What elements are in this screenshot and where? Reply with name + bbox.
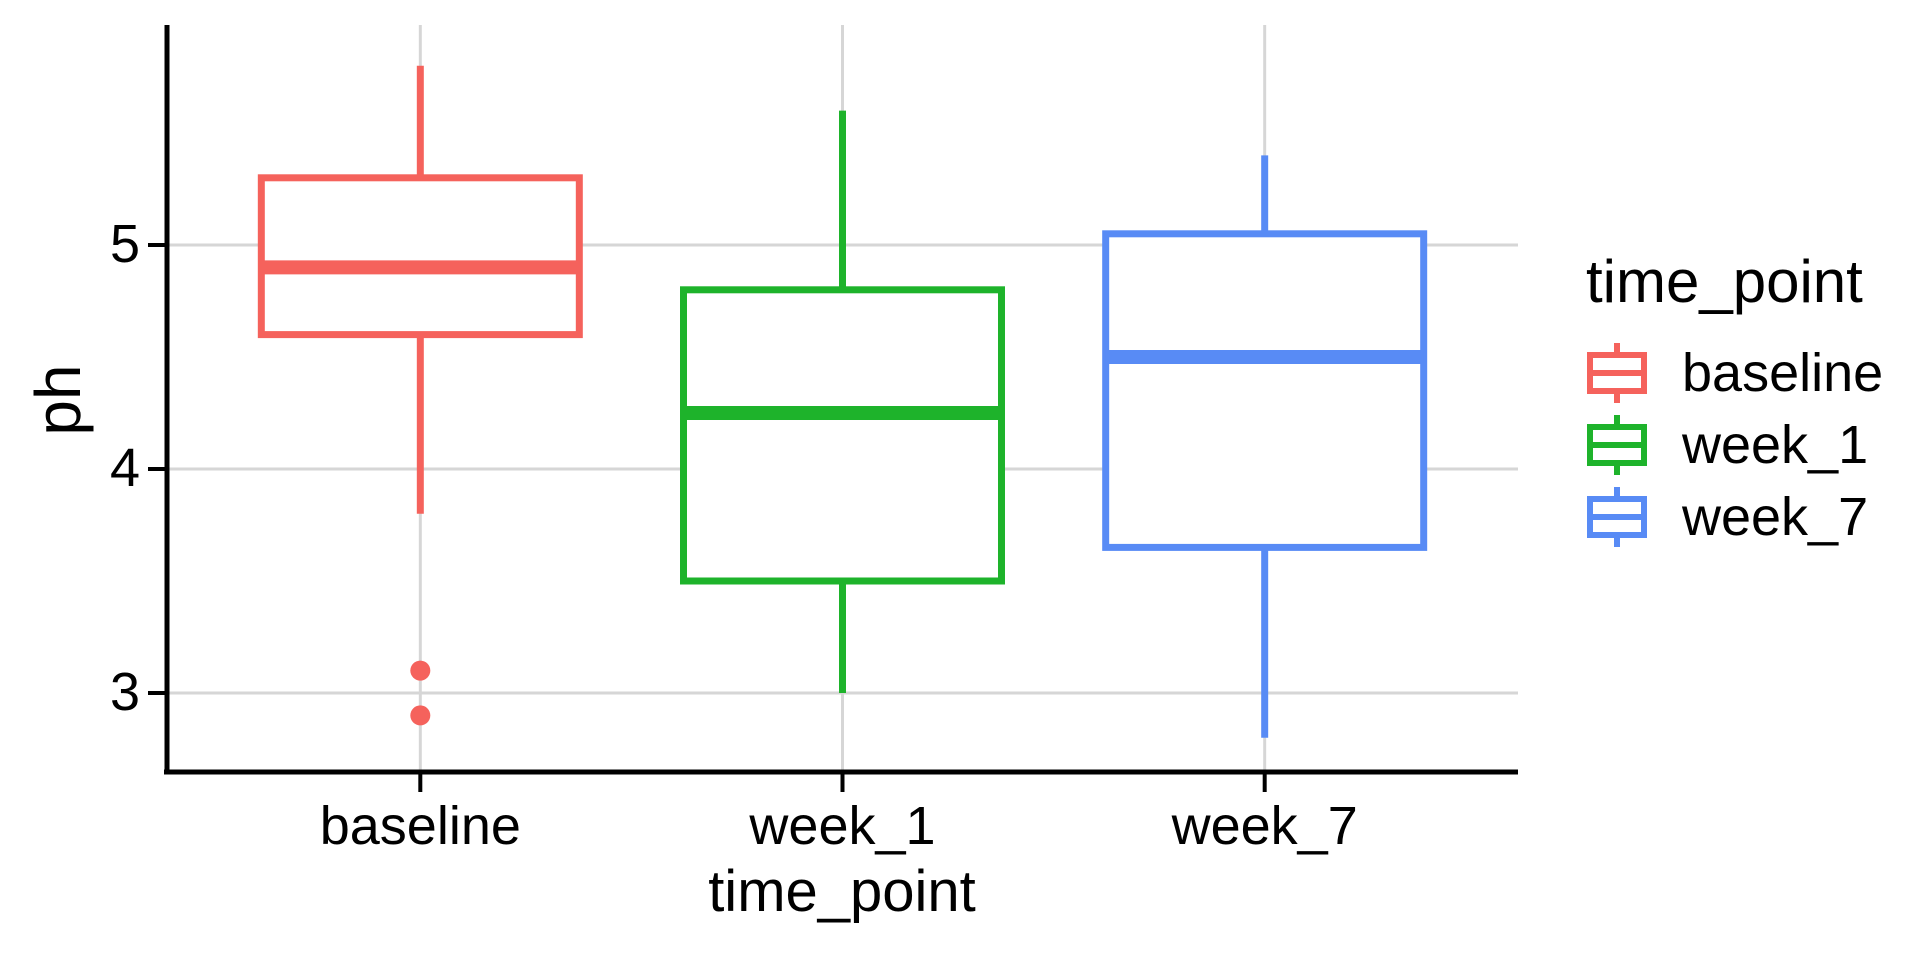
legend-title: time_point bbox=[1586, 248, 1863, 315]
x-axis-title: time_point bbox=[708, 859, 976, 924]
y-tick-label-3: 3 bbox=[109, 662, 140, 722]
legend-item-baseline: baseline bbox=[1586, 340, 1883, 406]
box-baseline bbox=[257, 174, 583, 339]
x-tick-label-week_7: week_7 bbox=[1171, 796, 1358, 856]
legend-items: baseline week_1 week_7 bbox=[1586, 340, 1883, 550]
legend-key-boxplot-icon bbox=[1587, 487, 1647, 547]
legend-item-label: week_7 bbox=[1682, 487, 1869, 547]
x-tick-label-baseline: baseline bbox=[319, 796, 521, 856]
legend-key-boxplot-icon bbox=[1587, 343, 1647, 403]
y-tick-label-5: 5 bbox=[109, 214, 140, 274]
legend-item-label: week_1 bbox=[1682, 415, 1869, 475]
outlier-dot-baseline bbox=[410, 705, 431, 726]
outlier-dot-baseline bbox=[410, 660, 431, 681]
legend-item-week_7: week_7 bbox=[1586, 484, 1883, 550]
legend: time_point baseline week_1 week_7 bbox=[1586, 250, 1883, 550]
y-tick-label-4: 4 bbox=[109, 438, 140, 498]
legend-key-boxplot-icon bbox=[1587, 415, 1647, 475]
x-tick-label-week_1: week_1 bbox=[749, 796, 936, 856]
box-week_7 bbox=[1102, 230, 1428, 551]
legend-item-week_1: week_1 bbox=[1586, 412, 1883, 478]
y-axis-title: ph bbox=[22, 364, 94, 436]
legend-item-label: baseline bbox=[1682, 343, 1884, 403]
box-week_1 bbox=[680, 286, 1005, 585]
